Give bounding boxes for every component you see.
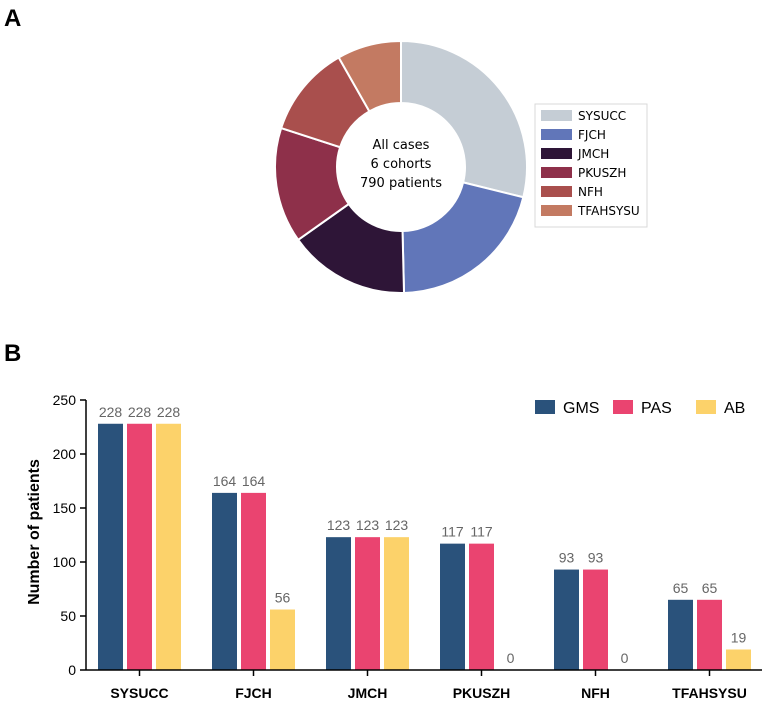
y-tick-label: 50 <box>60 608 76 624</box>
legend-swatch-pkuszh <box>541 167 572 178</box>
bar-legend-swatch-ab <box>696 400 716 414</box>
donut-slice-fjch <box>401 181 525 294</box>
bar-gms-nfh <box>554 569 579 670</box>
bar-gms-fjch <box>212 492 237 670</box>
bar-ab-sysucc <box>156 423 181 670</box>
bar-value-label: 228 <box>157 404 181 420</box>
legend-swatch-tfahsysu <box>541 205 572 216</box>
bar-pas-pkuszh <box>469 543 494 670</box>
bar-pas-nfh <box>583 569 608 670</box>
panel-label-b: B <box>4 340 21 367</box>
bar-ab-jmch <box>384 537 409 670</box>
bar-gms-pkuszh <box>440 543 465 670</box>
legend-label-sysucc: SYSUCC <box>578 109 626 123</box>
bar-legend-label-pas: PAS <box>641 400 672 417</box>
bar-ab-tfahsysu <box>726 649 751 670</box>
donut-slice-sysucc <box>400 39 528 199</box>
bar-value-label: 123 <box>385 517 409 533</box>
bar-pas-fjch <box>241 492 266 670</box>
bar-value-label: 228 <box>99 404 123 420</box>
bar-pas-jmch <box>355 537 380 670</box>
bar-ab-fjch <box>270 609 295 670</box>
x-tick-label: TFAHSYSU <box>672 685 747 701</box>
bar-value-label: 228 <box>128 404 152 420</box>
donut-legend: SYSUCC FJCH JMCH PKUSZH NFH TFAHSYSU <box>534 103 648 228</box>
bar-value-label: 56 <box>275 590 291 606</box>
x-tick-label: SYSUCC <box>110 685 168 701</box>
legend-label-nfh: NFH <box>578 185 603 199</box>
legend-label-fjch: FJCH <box>578 128 606 142</box>
bar-value-label: 117 <box>470 524 493 540</box>
bar-gms-jmch <box>326 537 351 670</box>
legend-swatch-sysucc <box>541 110 572 121</box>
donut-slice-tfahsysu <box>337 39 402 113</box>
bar-value-label: 65 <box>702 580 718 596</box>
donut-center-text: 790 patients <box>360 176 442 191</box>
donut-center-text: All cases <box>373 138 430 153</box>
bar-value-label: 117 <box>441 524 464 540</box>
y-tick-label: 0 <box>68 662 76 678</box>
bar-value-label: 164 <box>242 473 266 489</box>
bar-value-label: 123 <box>356 517 380 533</box>
donut-chart: All cases 6 cohorts 790 patients <box>274 39 528 294</box>
bar-value-label: 0 <box>621 650 629 666</box>
donut-center-text: 6 cohorts <box>371 157 432 172</box>
panel-label-a: A <box>4 5 21 32</box>
x-tick-label: JMCH <box>348 685 388 701</box>
legend-swatch-fjch <box>541 129 572 140</box>
bar-pas-tfahsysu <box>697 599 722 670</box>
x-tick-label: FJCH <box>235 685 272 701</box>
bar-gms-sysucc <box>98 423 123 670</box>
x-tick-label: PKUSZH <box>453 685 511 701</box>
bar-legend-swatch-gms <box>535 400 555 414</box>
y-tick-label: 100 <box>53 554 77 570</box>
y-axis-title: Number of patients <box>26 459 43 605</box>
bar-value-label: 19 <box>731 629 747 645</box>
bar-pas-sysucc <box>127 423 152 670</box>
bar-legend-label-ab: AB <box>724 400 745 417</box>
bar-value-label: 0 <box>507 650 515 666</box>
legend-label-pkuszh: PKUSZH <box>578 166 626 180</box>
bar-value-label: 164 <box>213 473 237 489</box>
legend-label-jmch: JMCH <box>577 147 609 161</box>
bar-value-label: 93 <box>559 550 575 566</box>
bar-value-label: 93 <box>588 550 604 566</box>
bar-legend-swatch-pas <box>613 400 633 414</box>
y-tick-label: 150 <box>53 500 77 516</box>
x-tick-label: NFH <box>581 685 610 701</box>
y-tick-label: 200 <box>53 446 77 462</box>
bar-chart: 0 50 100 150 200 250 Number of patients 228 228 2… <box>26 392 762 701</box>
bar-value-label: 123 <box>327 517 351 533</box>
legend-swatch-nfh <box>541 186 572 197</box>
y-tick-label: 250 <box>53 392 77 408</box>
bar-value-label: 65 <box>673 580 689 596</box>
bar-legend-label-gms: GMS <box>563 400 599 417</box>
legend-label-tfahsysu: TFAHSYSU <box>577 204 640 218</box>
bar-gms-tfahsysu <box>668 599 693 670</box>
legend-swatch-jmch <box>541 148 572 159</box>
